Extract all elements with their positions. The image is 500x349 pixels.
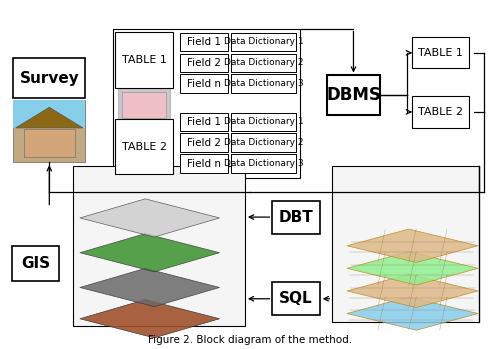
FancyBboxPatch shape [24,129,74,157]
Text: TABLE 1: TABLE 1 [418,48,463,58]
FancyBboxPatch shape [180,133,228,152]
Text: TABLE 2: TABLE 2 [122,142,166,152]
FancyBboxPatch shape [118,119,170,128]
Polygon shape [347,297,478,330]
FancyBboxPatch shape [118,88,170,128]
Polygon shape [80,268,220,306]
FancyBboxPatch shape [180,154,228,173]
Polygon shape [80,300,220,338]
FancyBboxPatch shape [13,100,86,162]
Text: Field n: Field n [187,158,221,169]
Text: Field 2: Field 2 [187,58,221,68]
Text: Data Dictionary 2: Data Dictionary 2 [224,58,303,67]
FancyBboxPatch shape [180,113,228,131]
FancyBboxPatch shape [272,282,320,315]
FancyBboxPatch shape [13,100,86,128]
Text: Data Dictionary 1: Data Dictionary 1 [224,37,304,46]
FancyBboxPatch shape [231,133,296,152]
Text: TABLE 2: TABLE 2 [418,107,463,117]
Text: Field n: Field n [187,79,221,89]
FancyBboxPatch shape [12,246,59,281]
Text: Data Dictionary 2: Data Dictionary 2 [224,138,303,147]
FancyBboxPatch shape [116,32,172,88]
Text: TABLE 1: TABLE 1 [122,55,166,65]
Text: Field 1: Field 1 [187,37,221,47]
FancyBboxPatch shape [412,37,470,68]
Text: DBT: DBT [278,210,314,225]
Text: GIS: GIS [21,255,50,270]
FancyBboxPatch shape [122,91,166,118]
FancyBboxPatch shape [332,166,480,322]
FancyBboxPatch shape [180,74,228,93]
FancyBboxPatch shape [180,33,228,51]
FancyBboxPatch shape [328,75,380,116]
Text: Data Dictionary 3: Data Dictionary 3 [224,79,304,88]
FancyBboxPatch shape [231,74,296,93]
FancyBboxPatch shape [116,119,172,174]
Text: Field 1: Field 1 [187,117,221,127]
FancyBboxPatch shape [13,58,86,98]
Polygon shape [347,274,478,307]
FancyBboxPatch shape [231,113,296,131]
Polygon shape [16,107,83,128]
FancyBboxPatch shape [231,33,296,51]
FancyBboxPatch shape [180,53,228,72]
FancyBboxPatch shape [73,166,245,326]
Text: Data Dictionary 1: Data Dictionary 1 [224,117,304,126]
FancyBboxPatch shape [272,201,320,233]
Text: Field 2: Field 2 [187,138,221,148]
Polygon shape [347,252,478,285]
Text: Data Dictionary 3: Data Dictionary 3 [224,159,304,168]
FancyBboxPatch shape [412,96,470,128]
Text: DBMS: DBMS [326,87,381,104]
Polygon shape [347,229,478,262]
Polygon shape [80,199,220,237]
Text: Figure 2. Block diagram of the method.: Figure 2. Block diagram of the method. [148,335,352,345]
Polygon shape [80,233,220,272]
Text: SQL: SQL [280,291,313,306]
FancyBboxPatch shape [231,154,296,173]
FancyBboxPatch shape [231,53,296,72]
Text: Survey: Survey [20,70,79,86]
